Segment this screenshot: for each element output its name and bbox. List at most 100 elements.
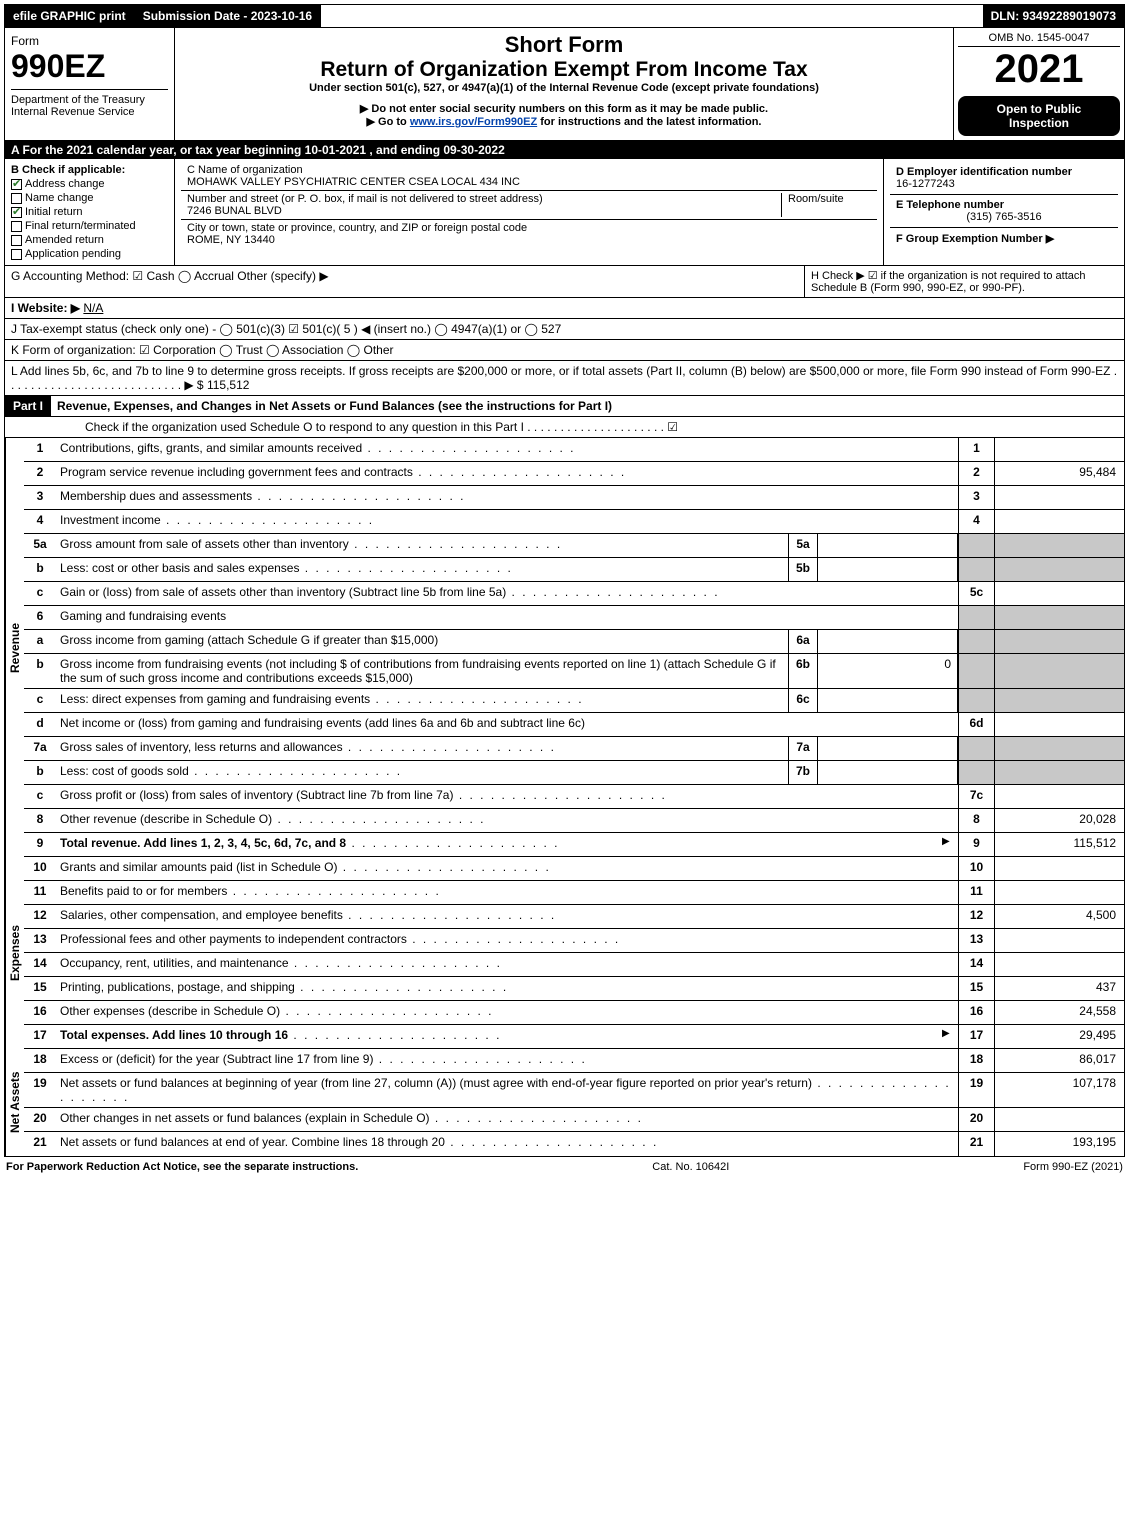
line-13-rnum: 13 (958, 929, 994, 952)
line-7c-num: c (24, 785, 56, 808)
line-15-rnum: 15 (958, 977, 994, 1000)
line-18-num: 18 (24, 1049, 56, 1072)
line-6b-subval: 0 (818, 654, 958, 688)
check-amended-return[interactable]: Amended return (11, 234, 168, 246)
line-3-value (994, 486, 1124, 509)
line-6c-num: c (24, 689, 56, 712)
line-6-grey (958, 606, 994, 629)
line-21-value: 193,195 (994, 1132, 1124, 1156)
line-6a-desc: Gross income from gaming (attach Schedul… (56, 630, 788, 653)
section-a: A For the 2021 calendar year, or tax yea… (5, 141, 1124, 159)
dept-treasury: Department of the Treasury (11, 94, 168, 106)
line-6c-subval (818, 689, 958, 712)
irs-label: Internal Revenue Service (11, 106, 168, 118)
main-title: Return of Organization Exempt From Incom… (179, 58, 949, 82)
check-name-change[interactable]: Name change (11, 192, 168, 204)
line-19-desc: Net assets or fund balances at beginning… (56, 1073, 958, 1107)
footer-mid: Cat. No. 10642I (652, 1161, 729, 1173)
line-7b-grey (958, 761, 994, 784)
line-6c-desc: Less: direct expenses from gaming and fu… (56, 689, 788, 712)
line-6b-desc: Gross income from fundraising events (no… (56, 654, 788, 688)
line-7c-value (994, 785, 1124, 808)
line-6d-value (994, 713, 1124, 736)
phone-value: (315) 765-3516 (896, 211, 1112, 223)
part1-header: Part I Revenue, Expenses, and Changes in… (5, 396, 1124, 417)
line-10-value (994, 857, 1124, 880)
line-7a-grey (958, 737, 994, 760)
line-3-rnum: 3 (958, 486, 994, 509)
line-19-rnum: 19 (958, 1073, 994, 1107)
street-value: 7246 BUNAL BLVD (187, 205, 781, 217)
line-8-value: 20,028 (994, 809, 1124, 832)
check-final-return[interactable]: Final return/terminated (11, 220, 168, 232)
check-application-pending[interactable]: Application pending (11, 248, 168, 260)
org-name-label: C Name of organization (187, 164, 871, 176)
line-20-value (994, 1108, 1124, 1131)
revenue-section: Revenue 1Contributions, gifts, grants, a… (5, 438, 1124, 857)
line-6b-num: b (24, 654, 56, 688)
line-12-num: 12 (24, 905, 56, 928)
line-14-num: 14 (24, 953, 56, 976)
line-6d-num: d (24, 713, 56, 736)
dln: DLN: 93492289019073 (983, 5, 1124, 27)
line-18-value: 86,017 (994, 1049, 1124, 1072)
line-6c-sublabel: 6c (788, 689, 818, 712)
subtitle-section: Under section 501(c), 527, or 4947(a)(1)… (179, 82, 949, 94)
line-14-value (994, 953, 1124, 976)
line-12-desc: Salaries, other compensation, and employ… (56, 905, 958, 928)
line-5c-value (994, 582, 1124, 605)
identity-block: B Check if applicable: Address change Na… (5, 159, 1124, 266)
line-6-desc: Gaming and fundraising events (56, 606, 958, 629)
expenses-vert-label: Expenses (5, 857, 24, 1049)
line-19-num: 19 (24, 1073, 56, 1107)
line-2-num: 2 (24, 462, 56, 485)
room-suite-label: Room/suite (781, 193, 871, 217)
line-7b-desc: Less: cost of goods sold (56, 761, 788, 784)
section-j: J Tax-exempt status (check only one) - ◯… (5, 319, 567, 339)
line-5c-desc: Gain or (loss) from sale of assets other… (56, 582, 958, 605)
line-7a-desc: Gross sales of inventory, less returns a… (56, 737, 788, 760)
line-11-num: 11 (24, 881, 56, 904)
netassets-vert-label: Net Assets (5, 1049, 24, 1156)
form-number: 990EZ (11, 48, 168, 85)
section-c: C Name of organization MOHAWK VALLEY PSY… (175, 159, 884, 265)
line-13-value (994, 929, 1124, 952)
line-5b-desc: Less: cost or other basis and sales expe… (56, 558, 788, 581)
section-def: D Employer identification number 16-1277… (884, 159, 1124, 265)
line-7b-num: b (24, 761, 56, 784)
line-5a-greyval (994, 534, 1124, 557)
line-6c-greyval (994, 689, 1124, 712)
subtitle-ssn: ▶ Do not enter social security numbers o… (179, 102, 949, 115)
check-address-change[interactable]: Address change (11, 178, 168, 190)
line-2-desc: Program service revenue including govern… (56, 462, 958, 485)
line-17-desc: Total expenses. Add lines 10 through 16 (56, 1025, 942, 1048)
line-16-rnum: 16 (958, 1001, 994, 1024)
line-11-desc: Benefits paid to or for members (56, 881, 958, 904)
line-7a-greyval (994, 737, 1124, 760)
line-21-desc: Net assets or fund balances at end of ye… (56, 1132, 958, 1156)
arrow-icon (942, 1025, 958, 1048)
arrow-icon (942, 833, 958, 856)
line-5c-rnum: 5c (958, 582, 994, 605)
line-9-desc: Total revenue. Add lines 1, 2, 3, 4, 5c,… (56, 833, 942, 856)
irs-link[interactable]: www.irs.gov/Form990EZ (410, 116, 537, 128)
page-footer: For Paperwork Reduction Act Notice, see … (4, 1157, 1125, 1177)
line-15-num: 15 (24, 977, 56, 1000)
line-2-value: 95,484 (994, 462, 1124, 485)
line-7c-desc: Gross profit or (loss) from sales of inv… (56, 785, 958, 808)
line-4-desc: Investment income (56, 510, 958, 533)
submission-date: Submission Date - 2023-10-16 (135, 5, 321, 27)
line-8-desc: Other revenue (describe in Schedule O) (56, 809, 958, 832)
line-15-value: 437 (994, 977, 1124, 1000)
line-20-num: 20 (24, 1108, 56, 1131)
line-6b-grey (958, 654, 994, 688)
line-6a-sublabel: 6a (788, 630, 818, 653)
efile-link[interactable]: efile GRAPHIC print (5, 5, 135, 27)
line-3-desc: Membership dues and assessments (56, 486, 958, 509)
line-12-rnum: 12 (958, 905, 994, 928)
line-8-rnum: 8 (958, 809, 994, 832)
check-initial-return[interactable]: Initial return (11, 206, 168, 218)
org-name: MOHAWK VALLEY PSYCHIATRIC CENTER CSEA LO… (187, 176, 871, 188)
line-4-num: 4 (24, 510, 56, 533)
line-5b-greyval (994, 558, 1124, 581)
